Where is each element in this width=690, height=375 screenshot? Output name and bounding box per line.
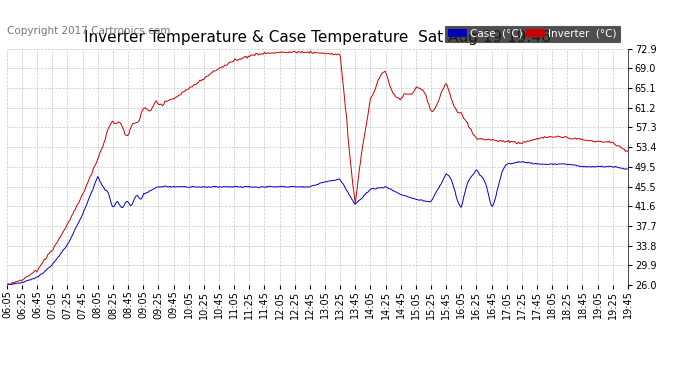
- Title: Inverter Temperature & Case Temperature  Sat Aug 19 19:46: Inverter Temperature & Case Temperature …: [84, 30, 551, 45]
- Legend: Case  (°C), Inverter  (°C): Case (°C), Inverter (°C): [445, 26, 620, 42]
- Text: Copyright 2017 Cartronics.com: Copyright 2017 Cartronics.com: [7, 26, 170, 36]
